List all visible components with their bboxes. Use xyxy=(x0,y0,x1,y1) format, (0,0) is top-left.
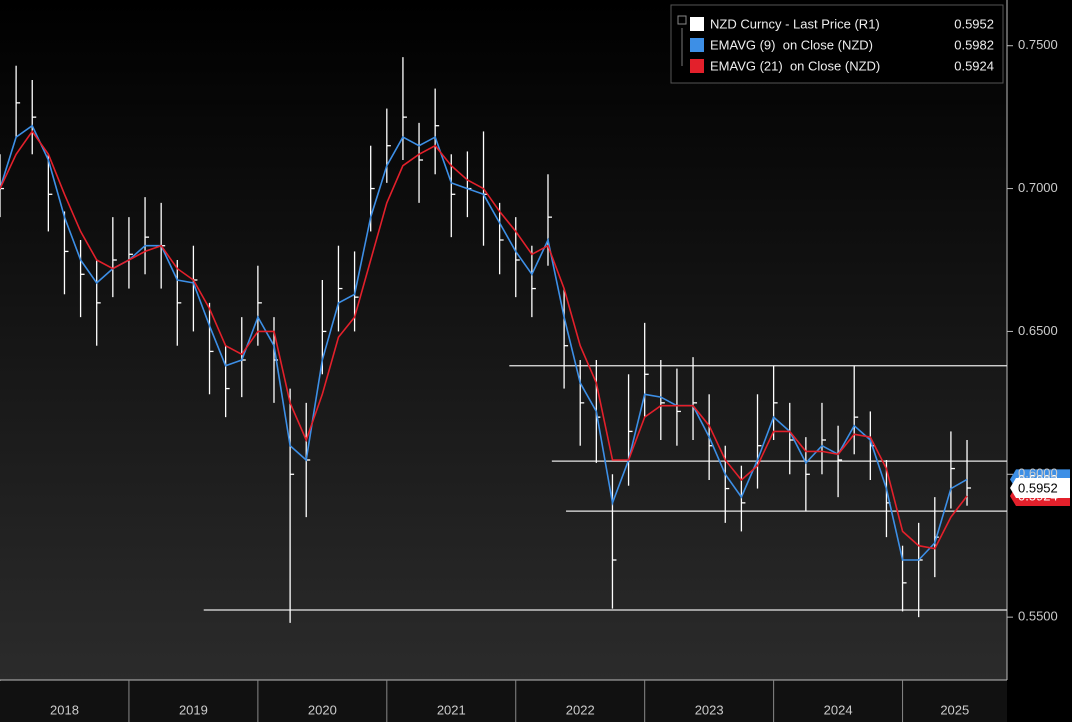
legend-label: NZD Curncy - Last Price (R1) xyxy=(710,16,880,31)
x-tick-label: 2024 xyxy=(824,702,853,717)
legend-label: EMAVG (21) on Close (NZD) xyxy=(710,58,880,73)
y-tick-label: 0.6500 xyxy=(1018,323,1058,338)
x-tick-label: 2020 xyxy=(308,702,337,717)
legend-collapse xyxy=(677,15,687,25)
marks xyxy=(0,57,1007,623)
last-value-label: 0.5952 xyxy=(1018,480,1058,495)
y-tick-label: 0.7000 xyxy=(1018,180,1058,195)
legend-value: 0.5924 xyxy=(954,58,994,73)
x-tick-label: 2018 xyxy=(50,702,79,717)
legend-box xyxy=(670,4,1004,84)
last-value-badge xyxy=(1010,478,1070,498)
plot-background xyxy=(0,0,1007,680)
x-tick-label: 2025 xyxy=(940,702,969,717)
legend-swatch xyxy=(690,59,704,73)
legend-swatch xyxy=(690,17,704,31)
y-tick-label: 0.5500 xyxy=(1018,609,1058,624)
x-tick-label: 2021 xyxy=(437,702,466,717)
legend-value: 0.5982 xyxy=(954,37,994,52)
y-axis-background xyxy=(1007,0,1072,722)
x-tick-label: 2022 xyxy=(566,702,595,717)
x-tick-label: 2019 xyxy=(179,702,208,717)
ema-line xyxy=(0,130,968,550)
x-tick-label: 2023 xyxy=(695,702,724,717)
legend: NZD Curncy - Last Price (R1) 0.5952 EMAVG … xyxy=(670,4,1004,84)
legend-swatch xyxy=(690,38,704,52)
y-tick-label: 0.6000 xyxy=(1018,466,1058,481)
legend-value: 0.5952 xyxy=(954,16,994,31)
x-axis-background xyxy=(0,680,1007,722)
y-tick-label: 0.7500 xyxy=(1018,37,1058,52)
legend-label: EMAVG (9) on Close (NZD) xyxy=(710,37,873,52)
